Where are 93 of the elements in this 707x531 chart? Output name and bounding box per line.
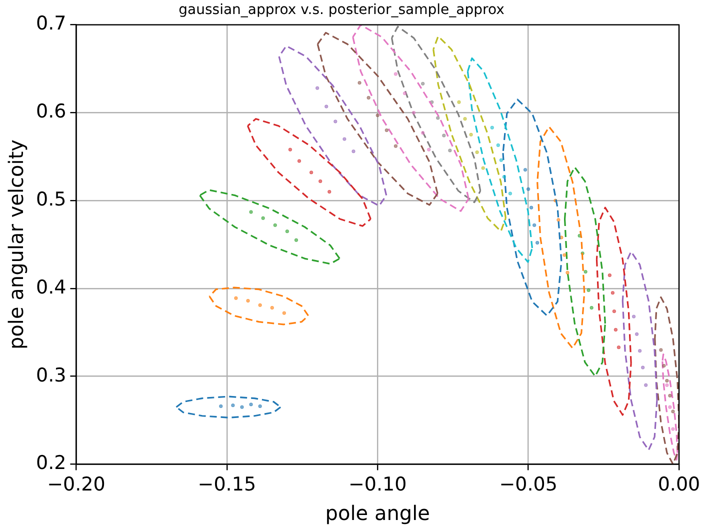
point <box>562 253 566 257</box>
point <box>662 364 666 368</box>
point <box>659 348 663 352</box>
point <box>384 128 388 132</box>
point <box>671 410 675 414</box>
y-tick-label: 0.7 <box>36 12 66 35</box>
point <box>632 314 636 318</box>
point <box>285 229 290 234</box>
point <box>584 270 588 274</box>
point <box>532 223 536 228</box>
point <box>231 403 235 408</box>
point <box>420 82 425 86</box>
point <box>566 270 570 274</box>
point <box>590 306 594 310</box>
point <box>328 190 332 194</box>
point <box>526 187 530 191</box>
point <box>671 427 675 431</box>
point <box>282 311 286 315</box>
point <box>508 192 512 196</box>
point <box>297 159 302 163</box>
y-tick-label: 0.4 <box>36 276 66 298</box>
point <box>394 144 398 148</box>
point <box>556 218 560 222</box>
x-tick-label: −0.10 <box>348 474 407 496</box>
point <box>402 91 407 96</box>
point <box>249 402 253 406</box>
point <box>612 309 616 314</box>
x-tick-label: 0.00 <box>658 474 700 496</box>
point <box>261 216 265 220</box>
point <box>535 240 540 245</box>
point <box>240 405 244 409</box>
point <box>442 134 446 138</box>
point <box>665 378 669 383</box>
point <box>426 148 431 152</box>
point <box>412 110 416 115</box>
point <box>334 120 338 124</box>
chart-title: gaussian_approx v.s. posterior_sample_approx <box>178 2 504 18</box>
point <box>638 348 642 353</box>
x-tick-label: −0.05 <box>499 474 558 496</box>
point <box>608 273 612 278</box>
point <box>496 143 500 148</box>
point <box>366 96 370 100</box>
point <box>315 86 320 90</box>
y-tick-label: 0.2 <box>36 452 66 474</box>
point <box>529 206 534 210</box>
point <box>586 288 590 292</box>
point <box>610 290 615 295</box>
point <box>634 332 639 336</box>
point <box>665 383 669 387</box>
point <box>270 306 274 310</box>
point <box>448 148 452 152</box>
point <box>457 100 461 104</box>
point <box>499 158 504 162</box>
x-tick-label: −0.20 <box>47 474 106 496</box>
point <box>358 80 362 85</box>
point <box>246 298 250 303</box>
x-axis-title: pole angle <box>325 501 430 526</box>
point <box>342 137 346 141</box>
point <box>469 132 473 136</box>
point <box>463 116 467 121</box>
point <box>258 404 262 408</box>
point <box>376 113 380 118</box>
point <box>644 383 648 387</box>
point <box>318 179 322 184</box>
point <box>273 223 277 228</box>
point <box>324 104 328 108</box>
point <box>668 394 672 398</box>
point <box>481 166 485 170</box>
point <box>420 131 425 135</box>
point <box>668 405 672 409</box>
point <box>490 126 494 130</box>
point <box>502 174 506 179</box>
point <box>523 168 528 172</box>
point <box>394 72 398 76</box>
point <box>616 345 621 350</box>
point <box>288 148 292 152</box>
point <box>309 170 314 174</box>
point <box>640 366 645 370</box>
point <box>258 303 262 307</box>
point <box>219 404 223 408</box>
point <box>475 150 479 154</box>
point <box>249 210 253 214</box>
y-axis-title: pole angular velcoity <box>4 139 28 350</box>
x-tick-label: −0.15 <box>198 474 256 496</box>
point <box>436 116 440 120</box>
point <box>234 296 238 300</box>
point <box>614 328 618 332</box>
y-tick-label: 0.5 <box>36 188 66 210</box>
point <box>294 238 298 242</box>
point <box>352 149 356 154</box>
y-tick-label: 0.3 <box>36 364 66 386</box>
point <box>560 236 564 240</box>
y-tick-label: 0.6 <box>36 100 66 123</box>
